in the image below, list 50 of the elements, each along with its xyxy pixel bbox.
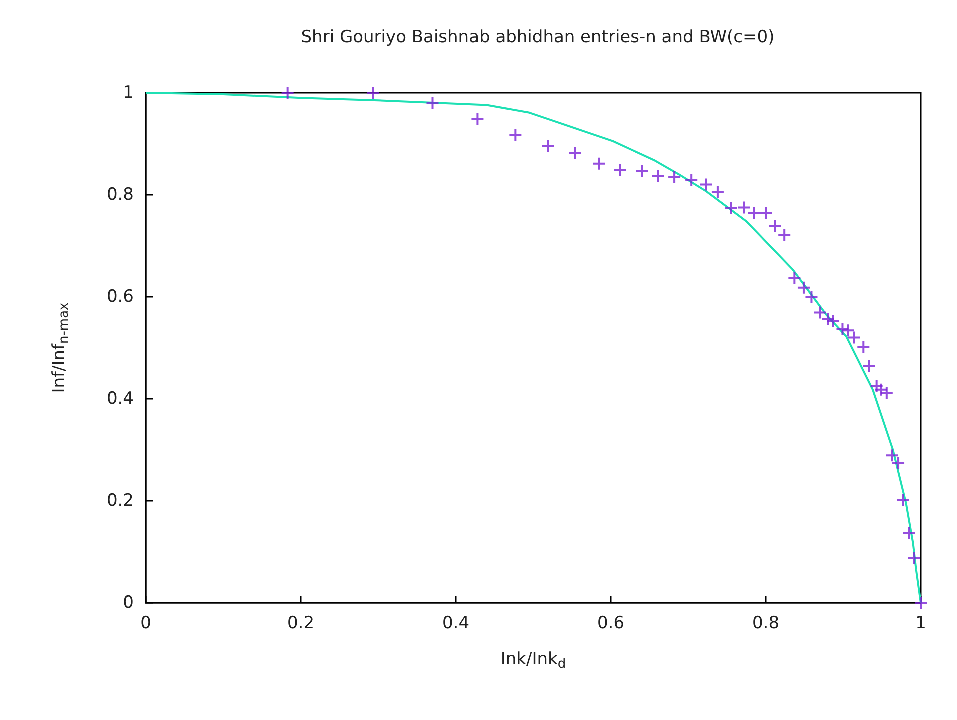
point (700, 178, 712, 191)
y-tick-label: 0.4 (106, 389, 134, 409)
point (908, 552, 920, 564)
x-tick-label: 1 (916, 614, 926, 634)
x-tick-label: 0 (140, 614, 152, 634)
point (426, 97, 439, 110)
point (738, 202, 750, 214)
point (880, 387, 893, 400)
point (652, 170, 664, 182)
y-tick-label: 0 (123, 593, 134, 613)
point (842, 324, 854, 337)
point (827, 315, 840, 328)
point (367, 87, 380, 99)
x-tick-label: 0.4 (442, 614, 470, 634)
point (748, 207, 760, 220)
point (542, 140, 554, 152)
point (892, 457, 905, 470)
point (897, 494, 910, 506)
point (798, 282, 810, 294)
point (510, 129, 522, 142)
chart-title: Shri Gouriyo Baishnab abhidhan entries-n and BW(c=0) (301, 28, 775, 48)
point (668, 171, 681, 184)
point (725, 202, 738, 214)
point (886, 450, 898, 462)
point (788, 272, 801, 284)
point (614, 164, 626, 176)
point (686, 174, 698, 186)
point (858, 341, 870, 354)
point (769, 220, 782, 232)
point (760, 207, 772, 220)
x-tick-label: 0.2 (287, 614, 315, 634)
point (903, 527, 916, 540)
point (806, 292, 818, 304)
y-axis-title: Inf/Infn-max (50, 302, 72, 394)
point (593, 158, 606, 170)
point (814, 306, 826, 319)
point (712, 186, 724, 198)
y-tick-label: 0.8 (106, 185, 134, 205)
point (848, 332, 860, 344)
y-tick-label: 0.6 (106, 287, 134, 307)
point (569, 147, 582, 160)
y-tick-label: 0.2 (106, 491, 134, 511)
point (282, 87, 294, 99)
point (636, 165, 648, 178)
y-tick-label: 1 (123, 83, 134, 103)
point (863, 360, 876, 372)
point (472, 114, 484, 126)
point (778, 229, 791, 242)
x-tick-label: 0.6 (597, 614, 625, 634)
x-tick-label: 0.8 (752, 614, 780, 634)
